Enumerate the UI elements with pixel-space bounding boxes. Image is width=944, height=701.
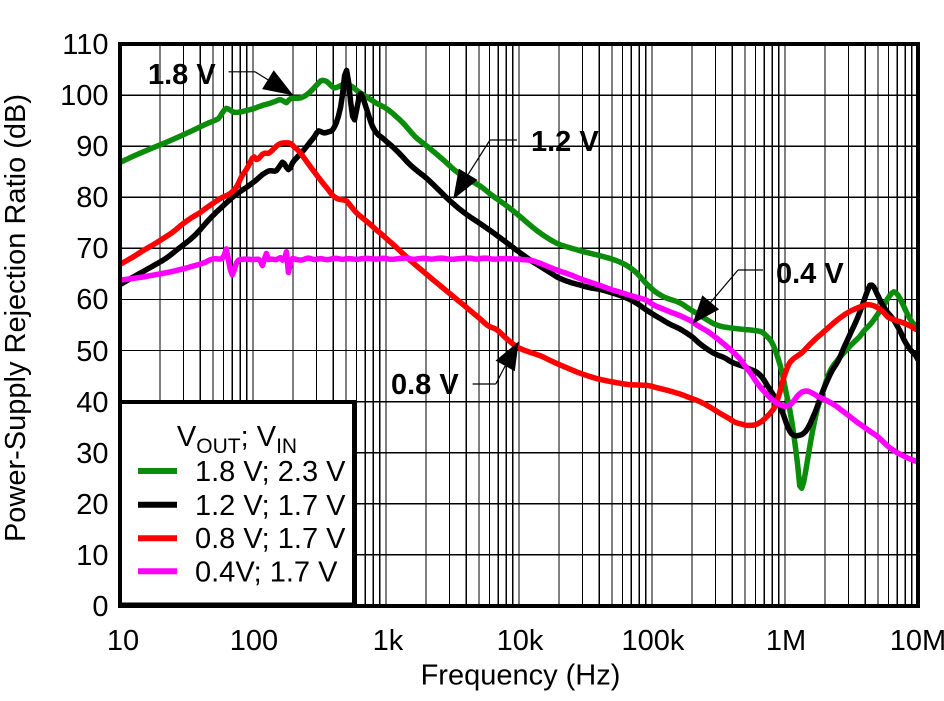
- svg-text:1.8 V: 1.8 V: [148, 59, 216, 91]
- svg-text:90: 90: [76, 131, 108, 163]
- svg-text:0.8 V; 1.7 V: 0.8 V; 1.7 V: [195, 523, 346, 555]
- svg-text:100: 100: [230, 625, 278, 657]
- svg-text:1.2 V: 1.2 V: [531, 126, 599, 158]
- svg-text:10k: 10k: [497, 625, 544, 657]
- svg-text:100k: 100k: [622, 625, 685, 657]
- svg-text:0.4V; 1.7 V: 0.4V; 1.7 V: [195, 557, 338, 589]
- svg-text:1k: 1k: [373, 625, 404, 657]
- svg-text:110: 110: [62, 29, 108, 61]
- svg-text:40: 40: [76, 387, 108, 419]
- svg-text:50: 50: [76, 336, 108, 368]
- svg-text:1.2 V; 1.7 V: 1.2 V; 1.7 V: [195, 490, 346, 522]
- svg-text:10: 10: [107, 625, 139, 657]
- svg-text:20: 20: [76, 489, 108, 521]
- svg-text:Power-Supply Rejection Ratio (: Power-Supply Rejection Ratio (dB): [0, 94, 32, 542]
- svg-text:0.8 V: 0.8 V: [391, 369, 459, 401]
- svg-text:30: 30: [76, 438, 108, 470]
- svg-text:10: 10: [76, 540, 108, 572]
- svg-text:80: 80: [76, 182, 108, 214]
- svg-text:10M: 10M: [890, 625, 944, 657]
- svg-text:60: 60: [76, 284, 108, 316]
- svg-text:0: 0: [92, 591, 108, 623]
- svg-text:100: 100: [60, 80, 108, 112]
- svg-text:1M: 1M: [766, 625, 806, 657]
- svg-text:70: 70: [76, 233, 108, 265]
- svg-text:1.8 V; 2.3 V: 1.8 V; 2.3 V: [195, 456, 346, 488]
- svg-text:Frequency (Hz): Frequency (Hz): [421, 660, 621, 692]
- svg-text:0.4 V: 0.4 V: [776, 258, 844, 290]
